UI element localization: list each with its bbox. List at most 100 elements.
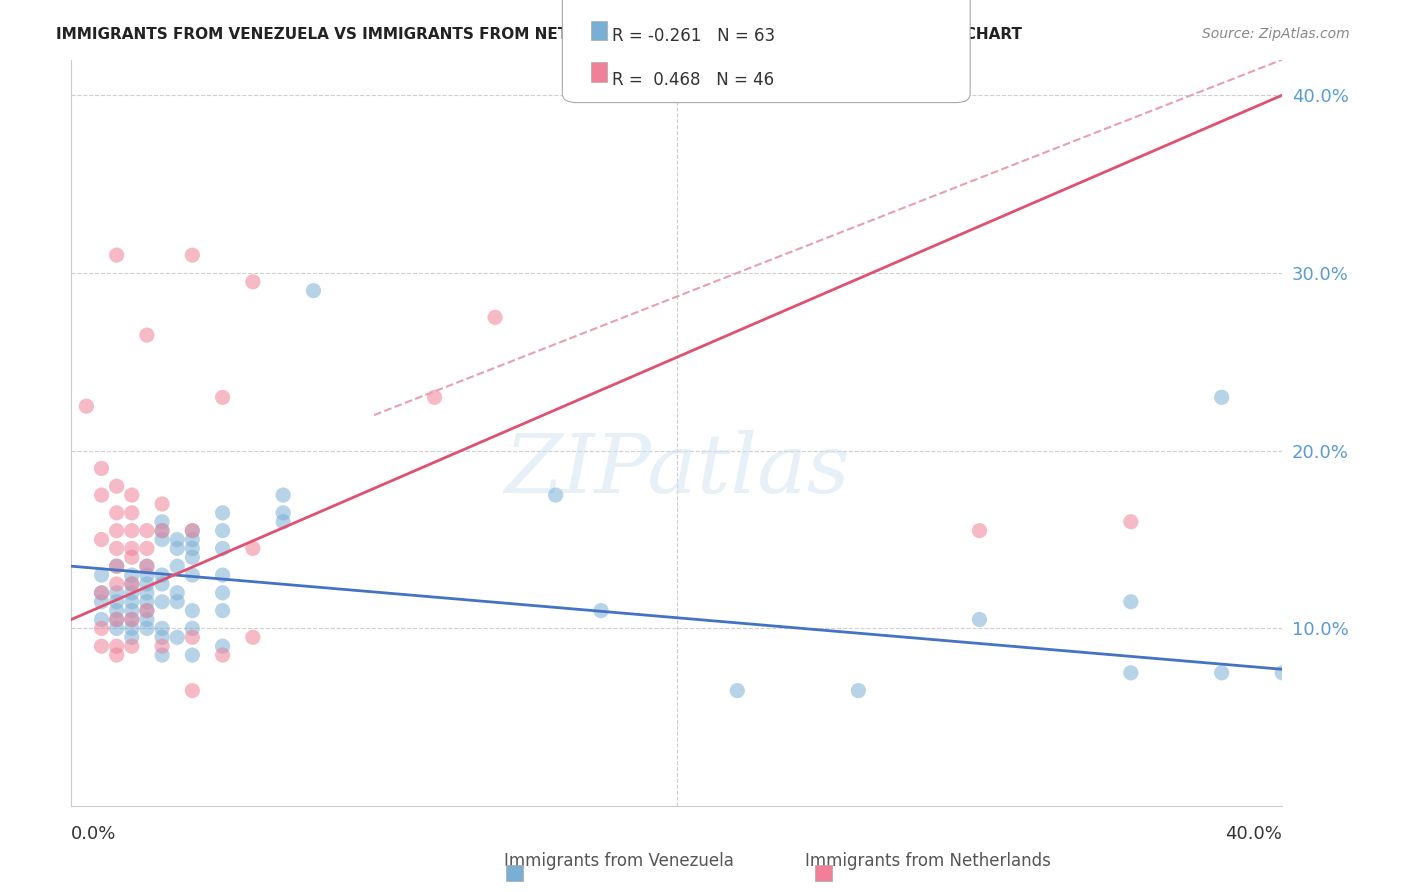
Point bbox=[105, 586, 128, 600]
Point bbox=[1119, 665, 1142, 680]
Point bbox=[105, 621, 128, 635]
Point bbox=[135, 559, 157, 574]
Point bbox=[150, 648, 173, 662]
Point bbox=[150, 524, 173, 538]
Point bbox=[135, 621, 157, 635]
Point bbox=[150, 630, 173, 644]
Point bbox=[1119, 515, 1142, 529]
Point bbox=[90, 461, 112, 475]
Point bbox=[90, 533, 112, 547]
Point bbox=[166, 541, 188, 556]
Point bbox=[271, 488, 294, 502]
Point bbox=[75, 399, 97, 413]
Point bbox=[90, 613, 112, 627]
Point bbox=[181, 621, 204, 635]
Point bbox=[166, 630, 188, 644]
Point bbox=[121, 524, 143, 538]
Point bbox=[1211, 390, 1233, 404]
Point bbox=[150, 595, 173, 609]
Point bbox=[1119, 595, 1142, 609]
Point bbox=[211, 506, 233, 520]
Point bbox=[848, 683, 870, 698]
Point bbox=[150, 621, 173, 635]
Point bbox=[105, 613, 128, 627]
Point bbox=[181, 568, 204, 582]
Point bbox=[105, 559, 128, 574]
Point bbox=[211, 648, 233, 662]
Point bbox=[90, 586, 112, 600]
Point bbox=[105, 559, 128, 574]
Point bbox=[423, 390, 446, 404]
Point bbox=[105, 648, 128, 662]
Point bbox=[1271, 665, 1294, 680]
Point bbox=[135, 541, 157, 556]
Point bbox=[166, 533, 188, 547]
Point bbox=[121, 541, 143, 556]
Point bbox=[90, 639, 112, 653]
Point bbox=[121, 568, 143, 582]
Point bbox=[544, 488, 567, 502]
Point bbox=[166, 559, 188, 574]
Point bbox=[90, 595, 112, 609]
Point bbox=[150, 568, 173, 582]
Point bbox=[181, 604, 204, 618]
Point bbox=[121, 613, 143, 627]
Point bbox=[121, 577, 143, 591]
Point bbox=[135, 586, 157, 600]
Point bbox=[181, 630, 204, 644]
Point bbox=[121, 577, 143, 591]
Point bbox=[135, 524, 157, 538]
Point bbox=[211, 586, 233, 600]
Point bbox=[150, 524, 173, 538]
Point bbox=[121, 613, 143, 627]
Point bbox=[150, 577, 173, 591]
Point bbox=[135, 577, 157, 591]
Point bbox=[242, 630, 264, 644]
Point bbox=[105, 595, 128, 609]
Point bbox=[181, 524, 204, 538]
Point bbox=[302, 284, 325, 298]
Point bbox=[90, 568, 112, 582]
Point bbox=[589, 604, 612, 618]
Point bbox=[135, 604, 157, 618]
Point bbox=[271, 515, 294, 529]
Point bbox=[242, 541, 264, 556]
Point bbox=[150, 515, 173, 529]
Text: R =  0.468   N = 46: R = 0.468 N = 46 bbox=[612, 71, 773, 89]
Point bbox=[181, 648, 204, 662]
Point bbox=[90, 621, 112, 635]
Text: IMMIGRANTS FROM VENEZUELA VS IMMIGRANTS FROM NETHERLANDS FEMALE DISABILITY CORRE: IMMIGRANTS FROM VENEZUELA VS IMMIGRANTS … bbox=[56, 27, 1022, 42]
Point bbox=[105, 248, 128, 262]
Point bbox=[1211, 665, 1233, 680]
Point bbox=[121, 604, 143, 618]
Point bbox=[135, 568, 157, 582]
Point bbox=[181, 550, 204, 565]
Point bbox=[105, 639, 128, 653]
Point bbox=[181, 533, 204, 547]
Point bbox=[271, 506, 294, 520]
Point bbox=[969, 524, 991, 538]
Point bbox=[181, 524, 204, 538]
Point bbox=[969, 613, 991, 627]
Point bbox=[90, 488, 112, 502]
Point bbox=[105, 524, 128, 538]
Point bbox=[121, 488, 143, 502]
Point bbox=[105, 506, 128, 520]
Point bbox=[135, 559, 157, 574]
Point bbox=[121, 621, 143, 635]
Point bbox=[121, 595, 143, 609]
Text: Source: ZipAtlas.com: Source: ZipAtlas.com bbox=[1202, 27, 1350, 41]
Point bbox=[211, 639, 233, 653]
Point bbox=[242, 275, 264, 289]
Point bbox=[105, 541, 128, 556]
Point bbox=[166, 595, 188, 609]
Point bbox=[135, 595, 157, 609]
Point bbox=[211, 390, 233, 404]
Point bbox=[121, 506, 143, 520]
Point bbox=[211, 568, 233, 582]
Point bbox=[181, 248, 204, 262]
Point bbox=[135, 613, 157, 627]
Text: 0.0%: 0.0% bbox=[72, 825, 117, 843]
Point bbox=[105, 577, 128, 591]
Point bbox=[135, 328, 157, 343]
